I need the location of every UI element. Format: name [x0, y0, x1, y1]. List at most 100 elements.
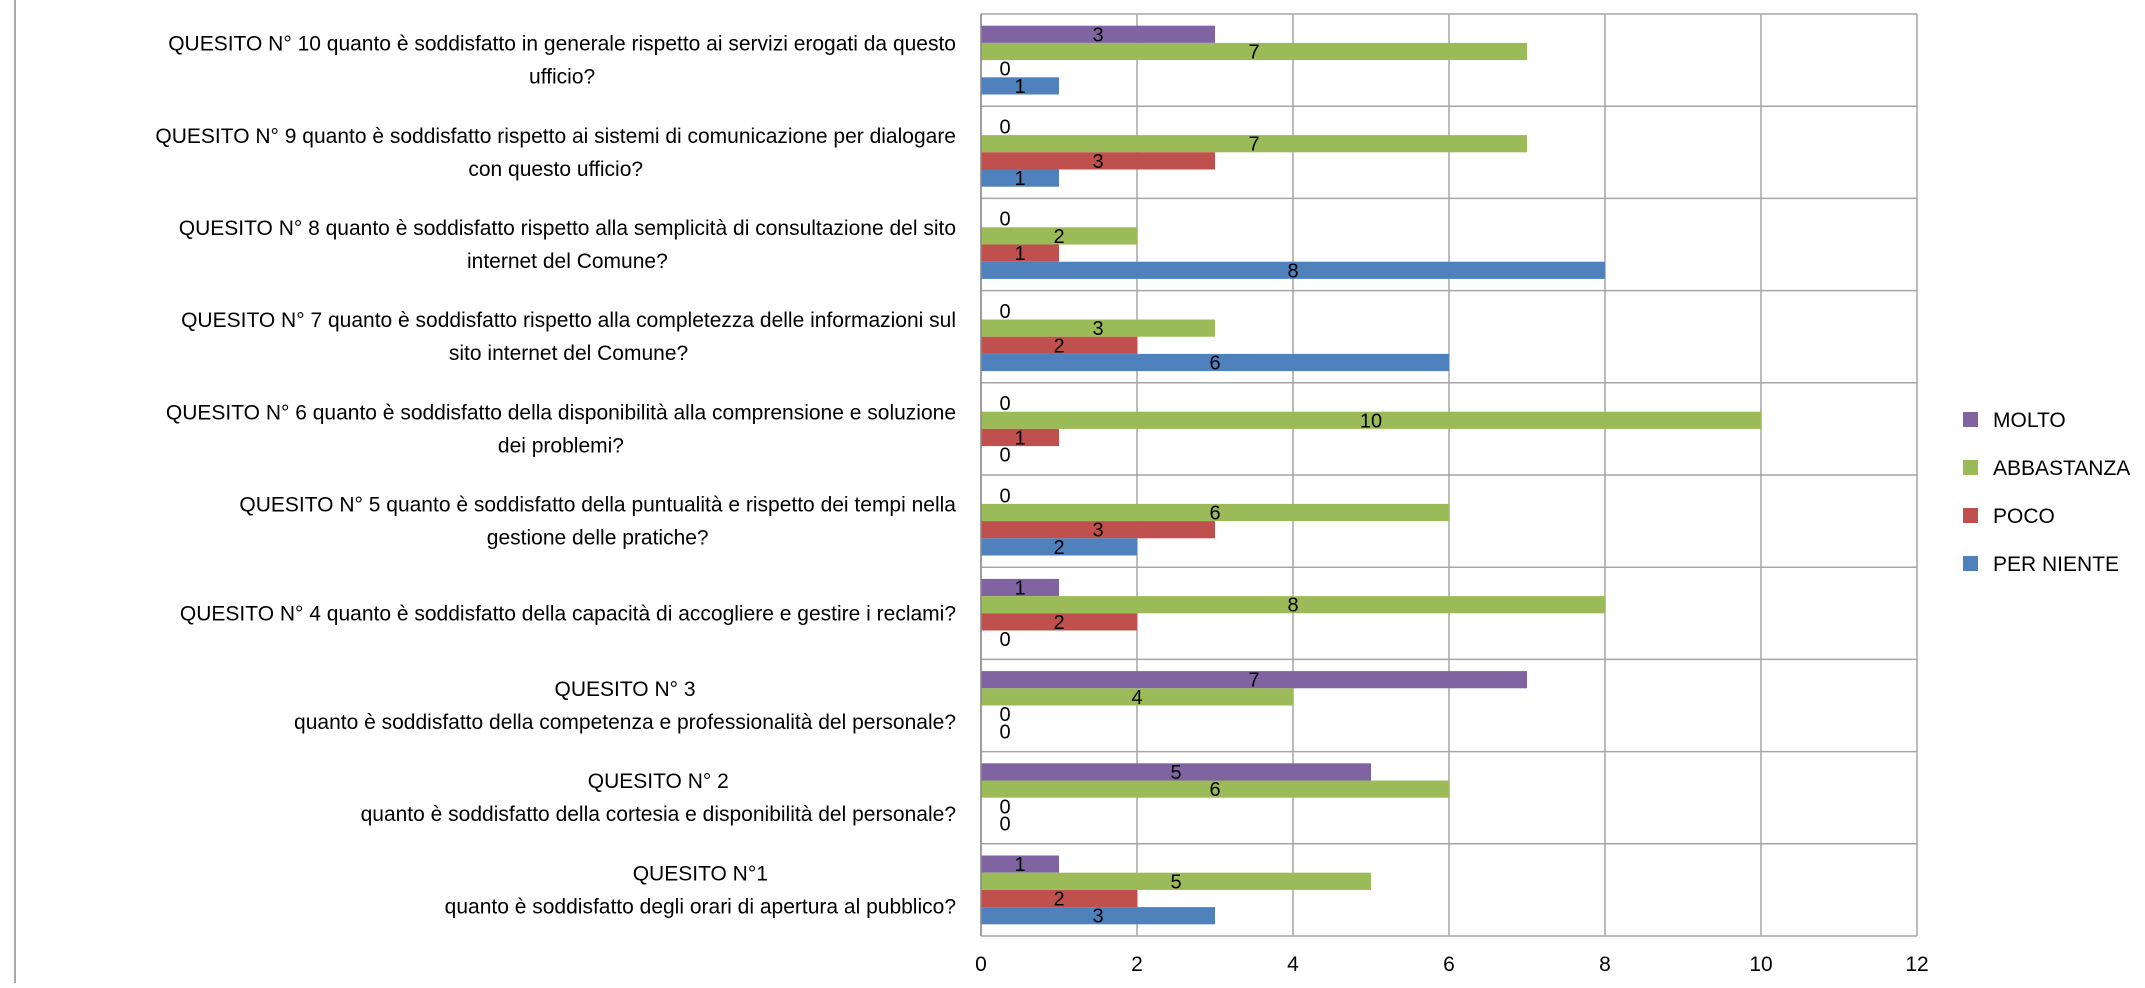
data-label: 4: [1131, 687, 1142, 709]
data-label: 1: [1014, 854, 1025, 876]
data-label: 3: [1092, 151, 1103, 173]
bar: [981, 613, 1137, 631]
data-label: 6: [1209, 779, 1220, 801]
legend-label: MOLTO: [1993, 409, 2066, 432]
category-label: quanto è soddisfatto della cortesia e di…: [361, 803, 956, 826]
bar: [981, 889, 1137, 908]
legend-label: POCO: [1993, 505, 2055, 528]
data-label: 0: [999, 796, 1010, 818]
bar: [981, 578, 1059, 597]
x-tick-label: 2: [1131, 953, 1143, 976]
category-label: internet del Comune?: [467, 250, 668, 273]
bar: [981, 336, 1137, 354]
category-label: QUESITO N° 3: [555, 678, 696, 701]
legend-swatch: [1963, 412, 1978, 427]
bar: [981, 780, 1449, 798]
data-label: 8: [1287, 260, 1298, 282]
bar: [981, 135, 1527, 153]
data-label: 0: [999, 814, 1010, 836]
category-label: QUESITO N° 2: [588, 770, 729, 793]
legend-swatch: [1963, 556, 1978, 571]
data-label: 3: [1092, 318, 1103, 340]
category-label: con questo ufficio?: [468, 158, 643, 181]
category-label: sito internet del Comune?: [449, 342, 688, 365]
x-tick-label: 8: [1599, 953, 1611, 976]
data-label: 0: [999, 485, 1010, 507]
bar: [981, 227, 1137, 245]
category-label: QUESITO N° 4 quanto è soddisfatto della …: [180, 602, 956, 625]
data-label: 3: [1092, 520, 1103, 542]
category-label: QUESITO N° 7 quanto è soddisfatto rispet…: [181, 309, 956, 332]
data-label: 7: [1248, 134, 1259, 156]
data-label: 0: [999, 445, 1010, 467]
bar: [981, 319, 1215, 337]
bar: [981, 411, 1761, 429]
data-label: 0: [999, 629, 1010, 651]
data-label: 5: [1170, 871, 1181, 893]
bar: [981, 77, 1059, 95]
bar: [981, 596, 1605, 614]
bar: [981, 521, 1215, 539]
x-tick-label: 4: [1287, 953, 1299, 976]
bar: [981, 42, 1527, 61]
data-label: 1: [1014, 578, 1025, 600]
data-label: 0: [999, 209, 1010, 231]
x-tick-label: 10: [1749, 953, 1772, 976]
data-label: 8: [1287, 595, 1298, 617]
legend-label: PER NIENTE: [1993, 553, 2119, 576]
data-label: 6: [1209, 353, 1220, 375]
data-label: 1: [1014, 76, 1025, 98]
data-label: 0: [999, 59, 1010, 81]
category-label: QUESITO N° 5 quanto è soddisfatto della …: [239, 494, 956, 517]
legend-swatch: [1963, 508, 1978, 523]
category-label: QUESITO N° 6 quanto è soddisfatto della …: [166, 401, 956, 424]
x-tick-label: 12: [1905, 953, 1928, 976]
x-tick-label: 0: [975, 953, 987, 976]
data-label: 1: [1014, 243, 1025, 265]
data-label: 2: [1053, 335, 1064, 357]
bar: [981, 244, 1059, 262]
data-label: 2: [1053, 226, 1064, 248]
category-label: ufficio?: [529, 66, 595, 89]
category-label: QUESITO N° 9 quanto è soddisfatto rispet…: [155, 125, 956, 148]
category-label: gestione delle pratiche?: [487, 527, 709, 550]
data-label: 10: [1360, 410, 1382, 432]
legend-label: ABBASTANZA: [1993, 457, 2130, 480]
bar: [981, 152, 1215, 170]
category-label: quanto è soddisfatto degli orari di aper…: [445, 895, 956, 918]
data-label: 0: [999, 301, 1010, 323]
x-tick-label: 6: [1443, 953, 1455, 976]
legend-swatch: [1963, 460, 1978, 475]
bar: [981, 353, 1449, 372]
bar: [981, 503, 1449, 522]
data-label: 0: [999, 393, 1010, 415]
data-label: 2: [1053, 612, 1064, 634]
category-label: QUESITO N°1: [633, 862, 768, 885]
bar: [981, 872, 1371, 890]
data-label: 7: [1248, 42, 1259, 64]
data-label: 1: [1014, 428, 1025, 450]
data-label: 6: [1209, 503, 1220, 525]
data-label: 0: [999, 721, 1010, 743]
bar: [981, 25, 1215, 43]
category-label: dei problemi?: [498, 434, 624, 457]
bar: [981, 671, 1527, 689]
category-label: quanto è soddisfatto della competenza e …: [294, 711, 956, 734]
bar: [981, 261, 1605, 279]
category-label: QUESITO N° 10 quanto è soddisfatto in ge…: [168, 33, 956, 56]
bar: [981, 688, 1293, 706]
data-label: 3: [1092, 24, 1103, 46]
data-label: 7: [1248, 670, 1259, 692]
bar: [981, 169, 1059, 187]
data-label: 5: [1170, 762, 1181, 784]
bar: [981, 538, 1137, 556]
bar: [981, 855, 1059, 873]
data-label: 1: [1014, 168, 1025, 190]
data-label: 2: [1053, 889, 1064, 911]
bar: [981, 763, 1371, 781]
bar: [981, 428, 1059, 447]
category-label: QUESITO N° 8 quanto è soddisfatto rispet…: [179, 217, 956, 240]
data-label: 2: [1053, 537, 1064, 559]
